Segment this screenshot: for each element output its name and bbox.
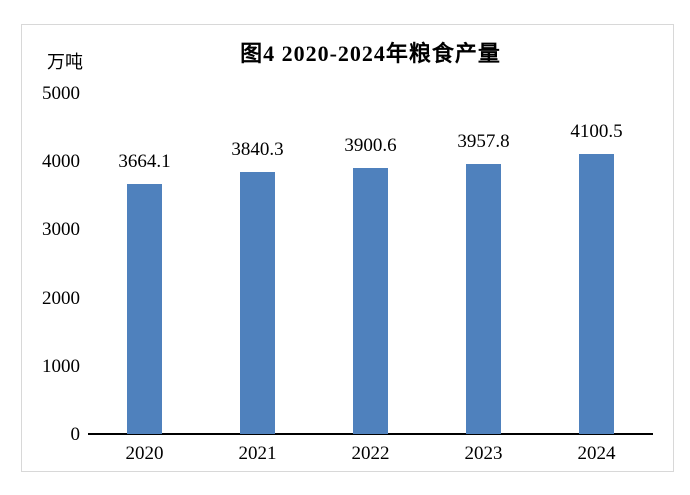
- bar-value-label: 4100.5: [570, 121, 623, 142]
- bar-value-label: 3957.8: [457, 131, 510, 152]
- bar-2023: [466, 164, 501, 434]
- y-axis-tick-label: 1000: [42, 355, 80, 377]
- bar-2022: [353, 168, 388, 434]
- bar-2021: [240, 172, 275, 434]
- bar-value-label: 3664.1: [118, 151, 171, 172]
- bar-value-label: 3840.3: [231, 139, 284, 160]
- bar-2024: [579, 154, 614, 434]
- x-axis-category-label: 2024: [577, 443, 616, 464]
- bar-2020: [127, 184, 162, 434]
- y-axis-tick-label: 0: [70, 424, 81, 445]
- bar-value-label: 3900.6: [344, 135, 397, 156]
- chart-border-box: [21, 24, 674, 472]
- x-axis-category-label: 2023: [464, 443, 503, 464]
- y-axis-tick-label: 2000: [42, 287, 80, 309]
- x-axis-category-label: 2021: [238, 443, 277, 464]
- y-axis-unit-label: 万吨: [47, 52, 83, 72]
- y-axis-tick-label: 5000: [42, 83, 80, 104]
- y-axis-tick-label: 4000: [42, 151, 80, 173]
- x-axis-category-label: 2020: [125, 443, 164, 464]
- chart-title: 图4 2020-2024年粮食产量: [240, 41, 501, 66]
- x-axis-category-label: 2022: [351, 443, 390, 464]
- x-axis-line: [88, 433, 653, 435]
- y-axis-tick-label: 3000: [42, 219, 80, 241]
